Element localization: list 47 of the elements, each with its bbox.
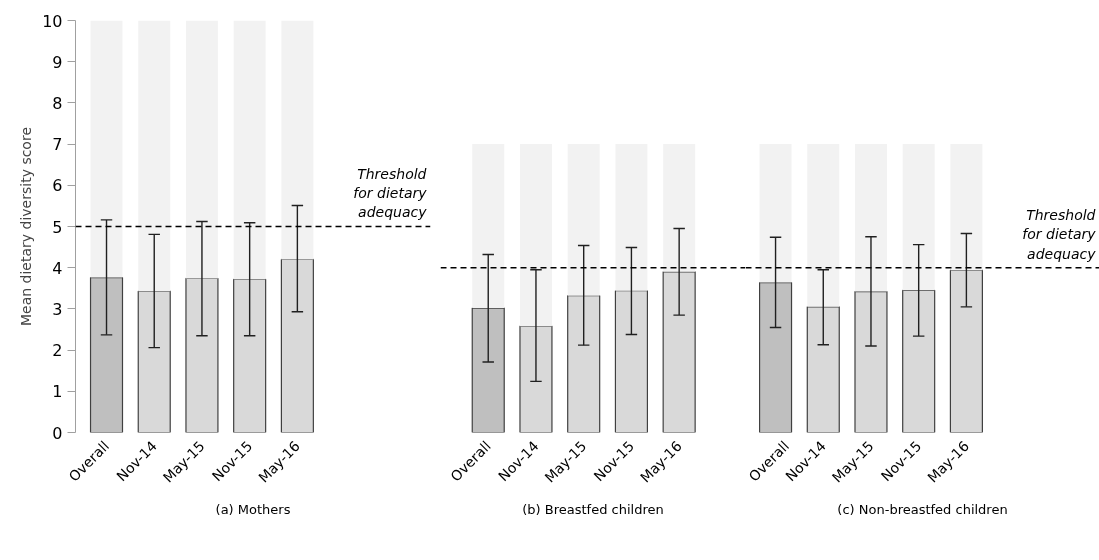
y-tick-label: 5 xyxy=(52,217,63,237)
bar xyxy=(185,20,218,279)
bar xyxy=(185,277,219,433)
bar xyxy=(567,295,601,433)
bar xyxy=(567,144,600,296)
y-tick-label: 1 xyxy=(52,382,63,402)
bar xyxy=(90,20,123,278)
y-tick-label: 10 xyxy=(42,11,63,31)
y-tick-label: 7 xyxy=(52,135,63,155)
bar xyxy=(233,278,267,433)
y-tick-label: 0 xyxy=(52,423,63,443)
bar xyxy=(614,290,649,433)
bar xyxy=(89,276,124,433)
bar xyxy=(759,144,792,283)
ref-line-label: Threshold for dietary adequacy xyxy=(353,166,428,221)
y-tick-label: 4 xyxy=(52,258,63,278)
bar xyxy=(281,20,314,260)
bar xyxy=(758,281,793,433)
bar xyxy=(902,144,935,291)
y-tick-label: 8 xyxy=(52,93,63,113)
bar xyxy=(233,20,266,280)
bar xyxy=(902,289,936,433)
bar xyxy=(519,325,553,433)
bar xyxy=(854,144,887,292)
text: (a) Mothers xyxy=(215,501,291,517)
bar xyxy=(806,306,840,433)
bar xyxy=(280,258,314,433)
bar xyxy=(662,271,696,433)
bar xyxy=(807,144,840,307)
bar xyxy=(137,290,171,433)
text: (c) Non-breastfed children xyxy=(837,501,1008,517)
y-tick-label: 3 xyxy=(52,299,63,319)
bar xyxy=(950,144,983,271)
y-axis-title: Mean dietary diversity score xyxy=(18,126,35,326)
bar xyxy=(949,269,983,433)
ref-line-label: Threshold for dietary adequacy xyxy=(1022,207,1097,262)
y-tick-label: 2 xyxy=(52,341,63,361)
y-tick-label: 9 xyxy=(52,52,63,72)
bar xyxy=(663,144,696,272)
bar xyxy=(472,144,505,309)
bar xyxy=(138,20,171,292)
bar xyxy=(519,144,552,327)
text: (b) Breastfed children xyxy=(522,501,664,517)
bar xyxy=(615,144,648,291)
y-tick-label: 6 xyxy=(52,176,63,196)
bar xyxy=(471,307,505,433)
bar xyxy=(854,291,888,433)
